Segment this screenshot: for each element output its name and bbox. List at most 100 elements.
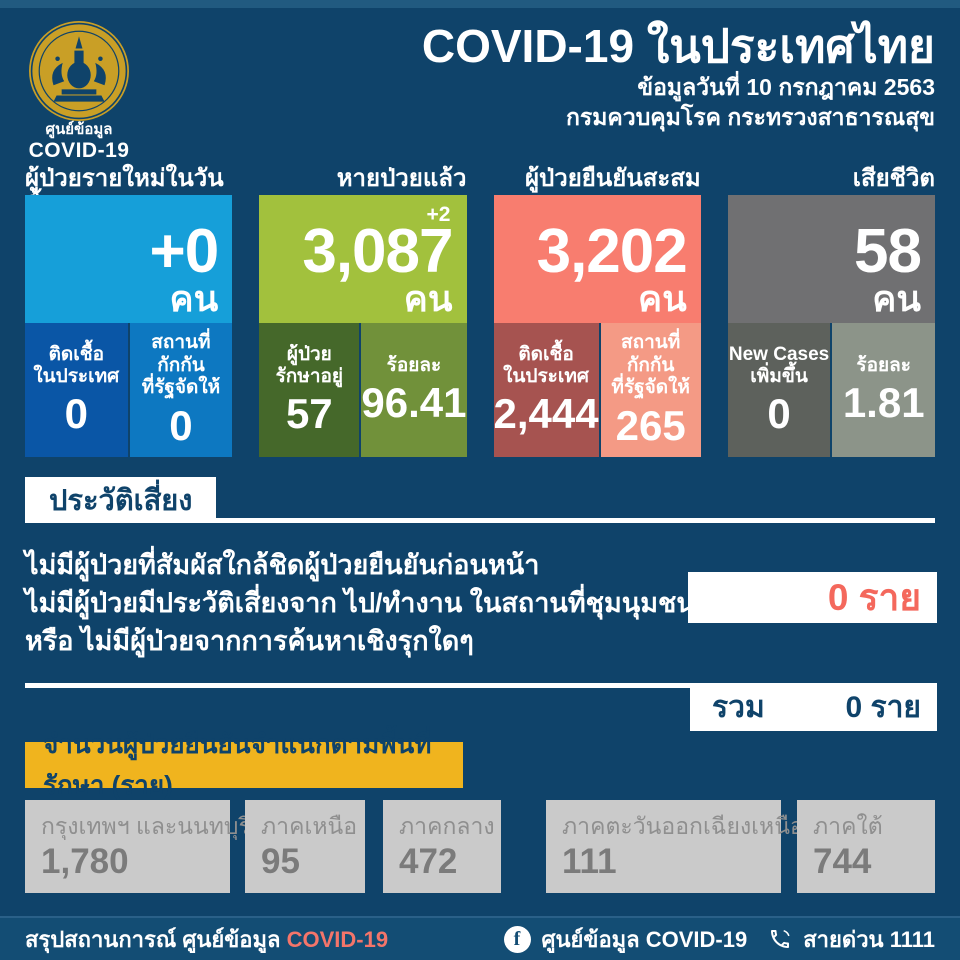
hotline-label: สายด่วน 1111 — [803, 926, 935, 952]
stat-sub-boxes: ติดเชื้อ ในประเทศ 0 สถานที่ กักกัน ที่รั… — [25, 323, 233, 457]
sub-label-line: ในประเทศ — [503, 365, 589, 387]
sub-label-line: กักกัน — [626, 354, 675, 376]
footer-summary-accent: COVID-19 — [286, 926, 389, 952]
sub-box-label: สถานที่ กักกัน ที่รัฐจัดให้ — [611, 332, 690, 399]
footer-summary-label: สรุปสถานการณ์ ศูนย์ข้อมูล — [25, 926, 287, 952]
stat-value: 3,202 — [536, 217, 688, 286]
risk-section-title: ประวัติเสี่ยง — [25, 477, 217, 523]
total-row: รวม 0 ราย — [25, 683, 937, 731]
sub-label-line: ร้อยละ — [386, 354, 442, 376]
total-value: 0 ราย — [845, 690, 921, 724]
stat-sub-boxes: New Cases เพิ่มขึ้น 0 ร้อยละ 1.81 — [727, 323, 935, 457]
logo-caption: ศูนย์ข้อมูล COVID-19 — [8, 121, 150, 162]
region-value: 472 — [399, 842, 458, 881]
stat-cards-row: ผู้ป่วยรายใหม่ในวันนี้ +0 คน ติดเชื้อ ใน… — [25, 165, 935, 457]
page-title: COVID-19 ในประเทศไทย — [421, 20, 935, 72]
region-value: 95 — [261, 842, 300, 881]
sub-box-state-quarantine: สถานที่ กักกัน ที่รัฐจัดให้ 0 — [129, 323, 233, 457]
stat-value: 58 — [854, 217, 922, 286]
sub-label-line: สถานที่ — [621, 332, 681, 354]
sub-box-value: 0 — [169, 401, 193, 449]
total-label: รวม — [712, 690, 765, 724]
sub-box-domestic-infection: ติดเชื้อ ในประเทศ 0 — [25, 323, 128, 457]
region-section-title-bar: จำนวนผู้ป่วยยืนยันจำแนกตามพื้นที่รักษา (… — [25, 729, 463, 800]
sub-label-line: ที่รัฐจัดให้ — [611, 377, 690, 399]
region-value: 1,780 — [41, 842, 129, 881]
stat-sub-boxes: ผู้ป่วย รักษาอยู่ 57 ร้อยละ 96.41 — [259, 323, 467, 457]
sub-label-line: รักษาอยู่ — [275, 365, 344, 387]
sub-box-percent: ร้อยละ 1.81 — [832, 323, 935, 457]
stat-delta-badge: +2 — [426, 203, 451, 226]
footer-summary-text: สรุปสถานการณ์ ศูนย์ข้อมูล COVID-19 — [25, 922, 388, 957]
region-name: ภาคเหนือ — [261, 813, 358, 839]
top-strip — [0, 0, 960, 8]
stat-card-deaths: เสียชีวิต 58 คน New Cases เพิ่มขึ้น 0 ร้… — [727, 165, 935, 457]
stat-card-label: เสียชีวิต — [852, 165, 935, 192]
sub-label-line: ในประเทศ — [33, 365, 120, 387]
region-value: 111 — [562, 842, 617, 881]
total-rule — [25, 683, 690, 688]
sub-label-line: ติดเชื้อ — [48, 343, 105, 365]
sub-box-label: ติดเชื้อ ในประเทศ — [33, 344, 119, 389]
region-cards-row: กรุงเทพฯ และนนทบุรี 1,780 ภาคเหนือ 95 ภา… — [25, 800, 937, 893]
sub-box-value: 0 — [64, 390, 88, 438]
region-card-north: ภาคเหนือ 95 — [245, 800, 365, 893]
stat-card-confirmed-total: ผู้ป่วยยืนยันสะสม 3,202 คน ติดเชื้อ ในปร… — [493, 165, 701, 457]
sub-box-value: 1.81 — [842, 379, 925, 427]
sub-box-value: 2,444 — [493, 390, 599, 438]
stat-unit: คน — [872, 278, 921, 319]
sub-label-line: กักกัน — [157, 354, 205, 376]
logo-caption-line2: COVID-19 — [28, 138, 130, 162]
sub-box-new-deaths: New Cases เพิ่มขึ้น 0 — [727, 323, 831, 457]
stat-value: 3,087 — [302, 217, 453, 286]
logo-caption-line1: ศูนย์ข้อมูล — [45, 121, 113, 138]
sub-box-label: สถานที่ กักกัน ที่รัฐจัดให้ — [142, 332, 221, 399]
sub-box-value: 96.41 — [361, 379, 467, 427]
sub-box-label: ติดเชื้อ ในประเทศ — [503, 344, 589, 389]
region-card-south: ภาคใต้ 744 — [797, 800, 935, 893]
sub-label-line: เพิ่มขึ้น — [750, 365, 808, 387]
risk-line: ไม่มีผู้ป่วยที่สัมผัสใกล้ชิดผู้ป่วยยืนยั… — [25, 550, 540, 580]
sub-box-percent: ร้อยละ 96.41 — [361, 323, 467, 457]
sub-label-line: ร้อยละ — [856, 354, 911, 376]
stat-card-label: ผู้ป่วยรายใหม่ในวันนี้ — [25, 165, 224, 220]
stat-card-new-cases: ผู้ป่วยรายใหม่ในวันนี้ +0 คน ติดเชื้อ ใน… — [25, 165, 233, 457]
risk-header-rule — [216, 518, 935, 523]
risk-line: หรือ ไม่มีผู้ป่วยจากการค้นหาเชิงรุกใดๆ — [25, 626, 474, 656]
sub-box-label: New Cases เพิ่มขึ้น — [729, 344, 829, 389]
sub-box-label: ร้อยละ — [856, 355, 911, 377]
sub-box-in-treatment: ผู้ป่วย รักษาอยู่ 57 — [259, 323, 360, 457]
stat-card-label: ผู้ป่วยยืนยันสะสม — [524, 165, 701, 192]
region-value: 744 — [813, 842, 872, 881]
stat-unit: คน — [403, 278, 453, 319]
header-title-block: COVID-19 ในประเทศไทย ข้อมูลวันที่ 10 กรก… — [422, 20, 935, 132]
sub-label-line: ผู้ป่วย — [286, 343, 332, 365]
sub-box-value: 0 — [767, 390, 791, 438]
risk-description: ไม่มีผู้ป่วยที่สัมผัสใกล้ชิดผู้ป่วยยืนยั… — [25, 546, 695, 660]
sub-label-line: ที่รัฐจัดให้ — [141, 377, 221, 399]
risk-line: ไม่มีผู้ป่วยมีประวัติเสี่ยงจาก ไป/ทำงาน … — [25, 588, 695, 618]
stat-card-main: +0 คน — [25, 195, 233, 323]
region-card-central: ภาคกลาง 472 — [383, 800, 501, 893]
stat-card-main: 58 คน — [727, 195, 935, 323]
data-date: ข้อมูลวันที่ 10 กรกฎาคม 2563 — [637, 74, 935, 100]
region-card-bangkok-nonthaburi: กรุงเทพฯ และนนทบุรี 1,780 — [25, 800, 251, 893]
footer-bar: สรุปสถานการณ์ ศูนย์ข้อมูล COVID-19 f ศูน… — [0, 916, 960, 960]
stat-value: +0 — [149, 217, 220, 286]
region-name: ภาคกลาง — [399, 813, 495, 839]
region-name: กรุงเทพฯ และนนทบุรี — [41, 813, 251, 839]
stat-card-main: +2 3,087 คน — [259, 195, 467, 323]
sub-box-value: 265 — [615, 401, 686, 449]
stat-card-main: 3,202 คน — [493, 195, 701, 323]
region-card-northeast: ภาคตะวันออกเฉียงเหนือ 111 — [546, 800, 804, 893]
stat-sub-boxes: ติดเชื้อ ในประเทศ 2,444 สถานที่ กักกัน ท… — [493, 323, 701, 457]
phone-icon — [771, 929, 790, 948]
stat-unit: คน — [638, 278, 687, 319]
sub-box-domestic-infection: ติดเชื้อ ในประเทศ 2,444 — [493, 323, 599, 457]
agency-name: กรมควบคุมโรค กระทรวงสาธารณสุข — [565, 104, 935, 130]
footer-contacts: f ศูนย์ข้อมูล COVID-19 สายด่วน 1111 — [503, 922, 935, 957]
total-box: รวม 0 ราย — [690, 683, 937, 731]
sub-box-state-quarantine: สถานที่ กักกัน ที่รัฐจัดให้ 265 — [600, 323, 701, 457]
facebook-page-label: ศูนย์ข้อมูล COVID-19 — [541, 926, 748, 952]
